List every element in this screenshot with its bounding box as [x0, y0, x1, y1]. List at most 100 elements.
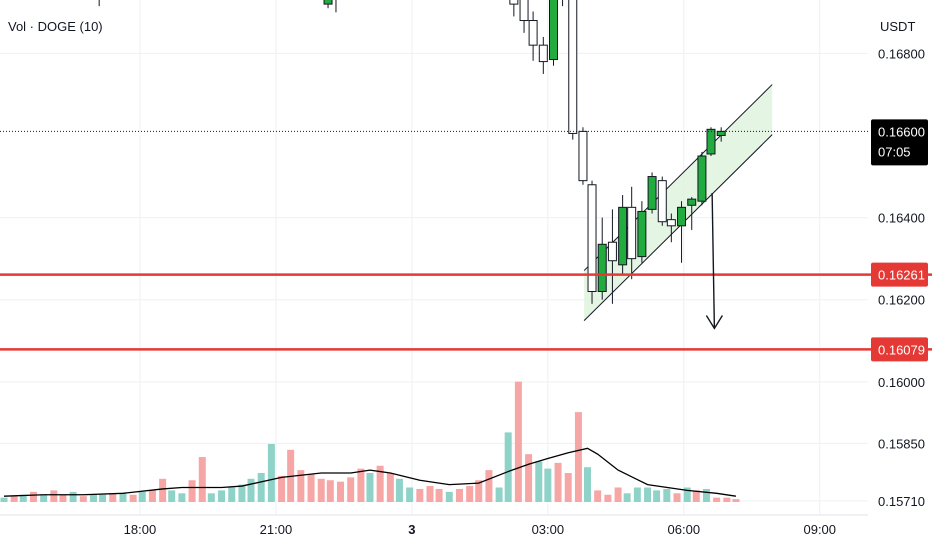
candle-body — [687, 198, 697, 206]
volume-bar — [178, 493, 186, 502]
volume-bar — [10, 496, 18, 502]
candle — [618, 195, 628, 276]
volume-bar — [376, 465, 384, 502]
volume-bar — [702, 488, 710, 502]
volume-bar — [79, 496, 87, 502]
volume-bar — [623, 493, 631, 502]
volume-bar — [168, 490, 176, 502]
volume-bar — [475, 480, 483, 502]
volume-bar — [0, 497, 8, 502]
candle — [549, 0, 559, 66]
candle-body — [647, 176, 657, 210]
volume-bar — [238, 484, 246, 502]
candle — [637, 201, 647, 263]
time-tick-label: 18:00 — [124, 522, 157, 537]
candle-body — [607, 241, 617, 262]
volume-bar — [159, 478, 167, 502]
volume-bar — [713, 497, 721, 502]
volume-bar — [495, 487, 503, 502]
price-tick-label: 0.16200 — [878, 293, 925, 308]
time-tick-label: 06:00 — [668, 522, 701, 537]
candle — [509, 0, 519, 17]
volume-bar — [267, 444, 275, 502]
volume-bar — [119, 493, 127, 502]
volume-bar — [347, 477, 355, 502]
candle — [562, 0, 564, 7]
volume-bar — [406, 487, 414, 502]
volume-pane — [0, 381, 740, 502]
price-tick-label: 0.16800 — [878, 46, 925, 61]
volume-bar — [544, 468, 552, 502]
volume-bar — [207, 493, 215, 502]
candle-body — [627, 206, 637, 260]
volume-ma-line — [3, 447, 737, 497]
price-axis[interactable]: 0.16800 0.16400 0.16200 0.16000 0.15850 0.157… — [871, 46, 928, 509]
candle-body — [323, 0, 333, 5]
volume-bar — [188, 480, 196, 502]
candle-body — [706, 128, 716, 155]
price-tick-label: 0.16000 — [878, 375, 925, 390]
candle-body — [568, 0, 578, 134]
volume-bar — [732, 499, 740, 502]
volume-bar — [583, 467, 591, 502]
volume-bar — [574, 412, 582, 502]
channel-upper-line — [583, 84, 773, 271]
time-axis[interactable]: 18:00 21:00 3 03:00 06:00 09:00 — [124, 522, 836, 537]
candle — [538, 36, 548, 74]
volume-bar — [604, 494, 612, 502]
volume-bar — [435, 488, 443, 502]
candle — [666, 213, 676, 243]
volume-bar — [594, 490, 602, 502]
arrow-head — [705, 315, 723, 330]
volume-bar — [278, 475, 286, 502]
volume-bar — [59, 494, 67, 502]
volume-legend[interactable]: Vol · DOGE (10) — [8, 19, 103, 34]
volume-bar — [564, 473, 572, 502]
volume-bar — [317, 478, 325, 502]
level-price-tag — [871, 262, 928, 287]
volume-bar — [525, 454, 533, 502]
candle-body — [549, 0, 559, 61]
candle — [568, 0, 578, 140]
candle-body — [528, 20, 538, 46]
candle-body — [597, 243, 607, 293]
candle — [687, 197, 697, 230]
candle — [597, 217, 607, 300]
candle-body — [677, 206, 687, 227]
volume-bar — [683, 487, 691, 502]
candle — [607, 209, 617, 304]
channel-lower-line — [583, 134, 773, 322]
volume-bar — [109, 493, 117, 502]
candle-body — [587, 184, 597, 293]
candle-body — [519, 0, 529, 22]
time-tick-label: 21:00 — [260, 522, 293, 537]
volume-bar — [50, 490, 58, 502]
candle-body — [618, 206, 628, 266]
volume-bar — [485, 470, 493, 502]
volume-bar — [426, 486, 434, 502]
channel-fill — [584, 84, 773, 321]
candle — [519, 0, 529, 33]
volume-bar — [129, 494, 137, 502]
volume-bar — [326, 480, 334, 502]
candle — [323, 0, 333, 9]
volume-bar — [69, 491, 77, 502]
arrow-shaft — [711, 192, 716, 329]
grid — [0, 0, 868, 516]
volume-bar — [445, 491, 453, 502]
support-levels[interactable] — [0, 130, 932, 351]
candle — [697, 151, 707, 206]
candle — [587, 180, 597, 304]
candle-body — [657, 180, 667, 223]
volume-bar — [337, 481, 345, 502]
price-tick-label: 0.15850 — [878, 436, 925, 451]
candle-body — [578, 130, 588, 182]
current-price-tag — [871, 119, 928, 166]
price-unit-label[interactable]: USDT — [880, 19, 916, 34]
volume-bar — [653, 490, 661, 502]
candle — [528, 11, 538, 61]
volume-bar — [307, 474, 315, 502]
time-tick-label: 3 — [408, 522, 415, 537]
candle — [647, 172, 657, 214]
